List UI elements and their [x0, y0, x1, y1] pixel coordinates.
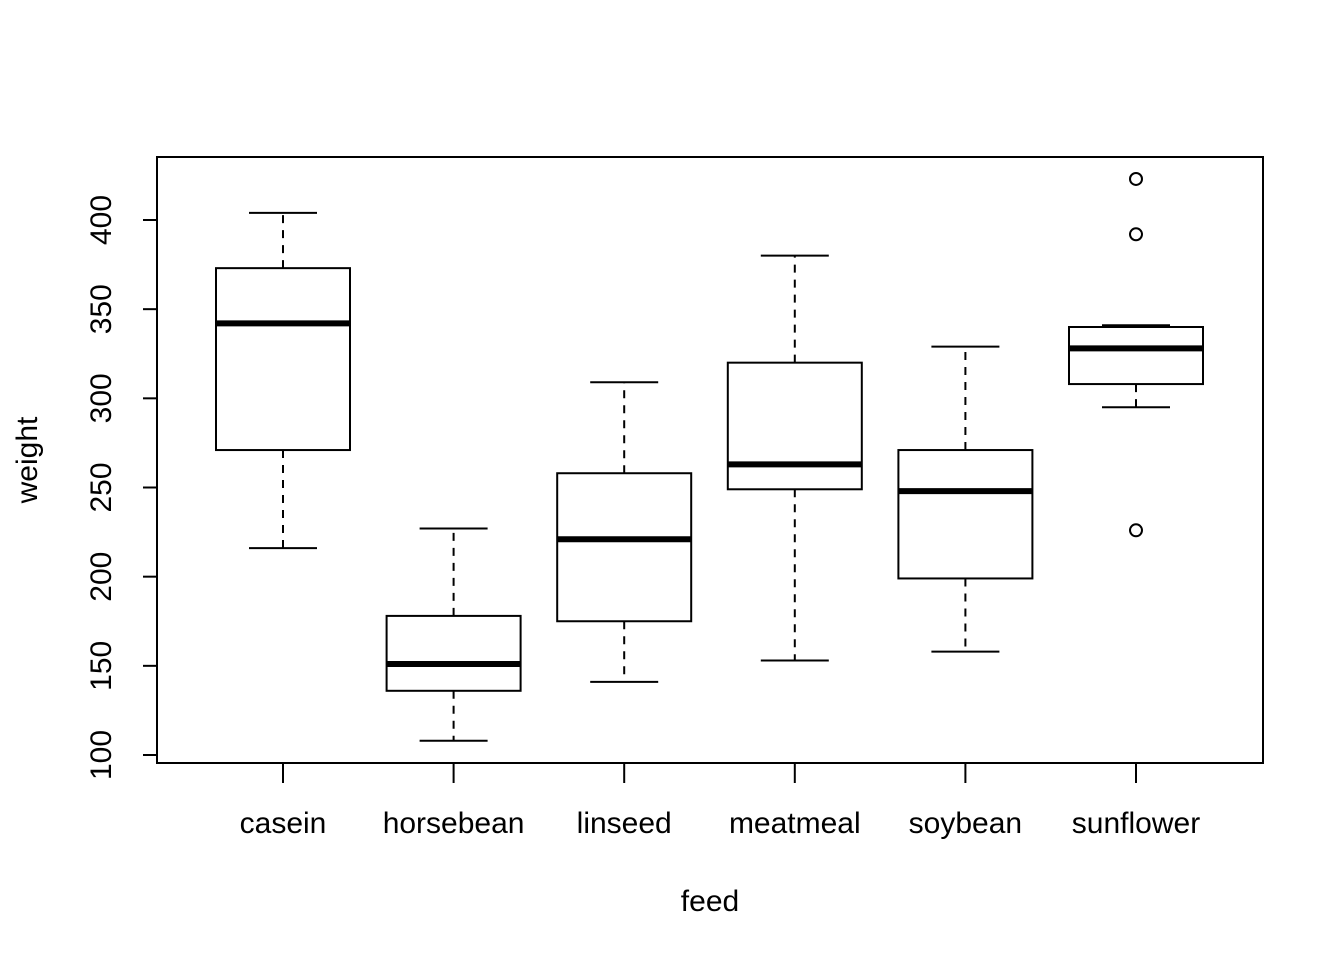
y-axis-label: weight	[11, 416, 44, 504]
outlier-point	[1129, 171, 1143, 186]
x-tick-label: casein	[240, 807, 327, 840]
y-tick-label: 150	[85, 641, 118, 691]
iqr-box	[215, 267, 351, 452]
x-tick-label: sunflower	[1072, 807, 1200, 840]
outlier-point	[1129, 523, 1143, 538]
plot-frame	[156, 156, 1264, 764]
y-axis: 100 150 200 250 300 350 400	[85, 195, 157, 780]
box-casein	[215, 211, 351, 550]
y-tick-label: 200	[85, 552, 118, 602]
iqr-box	[385, 614, 522, 692]
x-axis: casein horsebean linseed meatmeal soybean sun…	[240, 763, 1200, 840]
box-soybean	[897, 345, 1034, 653]
outlier-point	[1129, 227, 1143, 242]
x-tick-label: horsebean	[383, 807, 525, 840]
box-horsebean	[385, 527, 522, 742]
y-tick-label: 350	[85, 284, 118, 334]
iqr-box	[556, 472, 693, 623]
y-tick-label: 400	[85, 195, 118, 245]
x-tick-label: linseed	[577, 807, 672, 840]
x-tick-label: meatmeal	[729, 807, 861, 840]
box-linseed	[556, 381, 693, 683]
iqr-box	[1068, 326, 1204, 386]
iqr-box	[726, 361, 863, 491]
boxes-group	[215, 171, 1204, 742]
box-meatmeal	[726, 254, 863, 662]
y-tick-label: 100	[85, 730, 118, 780]
x-axis-label: feed	[681, 885, 739, 918]
iqr-box	[897, 449, 1034, 580]
y-tick-label: 300	[85, 373, 118, 423]
box-sunflower	[1068, 171, 1204, 538]
x-tick-label: soybean	[909, 807, 1022, 840]
y-tick-label: 250	[85, 462, 118, 512]
